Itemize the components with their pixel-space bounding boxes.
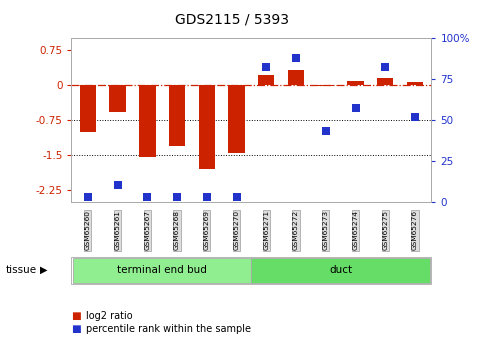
Text: GSM65260: GSM65260 (85, 210, 91, 250)
Point (143, 194, 151, 200)
Bar (348, 81, 364, 85)
Text: GSM65261: GSM65261 (114, 210, 121, 250)
Point (233, 194, 241, 200)
Text: GSM65267: GSM65267 (144, 210, 150, 250)
Text: GSM65273: GSM65273 (323, 210, 329, 250)
Text: GSM65274: GSM65274 (352, 210, 358, 250)
Text: ■: ■ (71, 325, 81, 334)
FancyBboxPatch shape (73, 258, 251, 283)
Bar (377, 78, 393, 85)
Text: GSM65270: GSM65270 (234, 210, 240, 250)
Text: ■: ■ (71, 311, 81, 321)
Point (203, 194, 211, 200)
Point (84, 194, 92, 200)
Bar (317, 85, 334, 86)
Point (322, 129, 330, 134)
Text: ▶: ▶ (39, 265, 47, 275)
Point (114, 183, 122, 188)
Point (381, 65, 389, 70)
Text: duct: duct (329, 265, 352, 275)
Bar (228, 85, 245, 152)
Text: terminal end bud: terminal end bud (117, 265, 207, 275)
Text: GSM65268: GSM65268 (174, 210, 180, 250)
Bar (407, 82, 423, 85)
Text: tissue: tissue (6, 265, 37, 275)
Text: GSM65272: GSM65272 (293, 210, 299, 250)
Text: percentile rank within the sample: percentile rank within the sample (86, 325, 251, 334)
Bar (169, 85, 185, 146)
Text: GSM65269: GSM65269 (204, 210, 210, 250)
Point (292, 55, 300, 60)
Bar (199, 85, 215, 169)
Bar (288, 70, 304, 85)
Text: GSM65275: GSM65275 (382, 210, 388, 250)
FancyBboxPatch shape (251, 258, 430, 283)
Bar (80, 85, 96, 131)
Point (262, 65, 270, 70)
Text: log2 ratio: log2 ratio (86, 311, 133, 321)
Bar (139, 85, 155, 157)
Bar (109, 85, 126, 112)
Text: GSM65271: GSM65271 (263, 210, 269, 250)
Text: GDS2115 / 5393: GDS2115 / 5393 (175, 12, 289, 26)
Point (352, 106, 359, 111)
Text: GSM65276: GSM65276 (412, 210, 418, 250)
Point (173, 194, 181, 200)
Point (411, 114, 419, 119)
Bar (258, 76, 275, 85)
